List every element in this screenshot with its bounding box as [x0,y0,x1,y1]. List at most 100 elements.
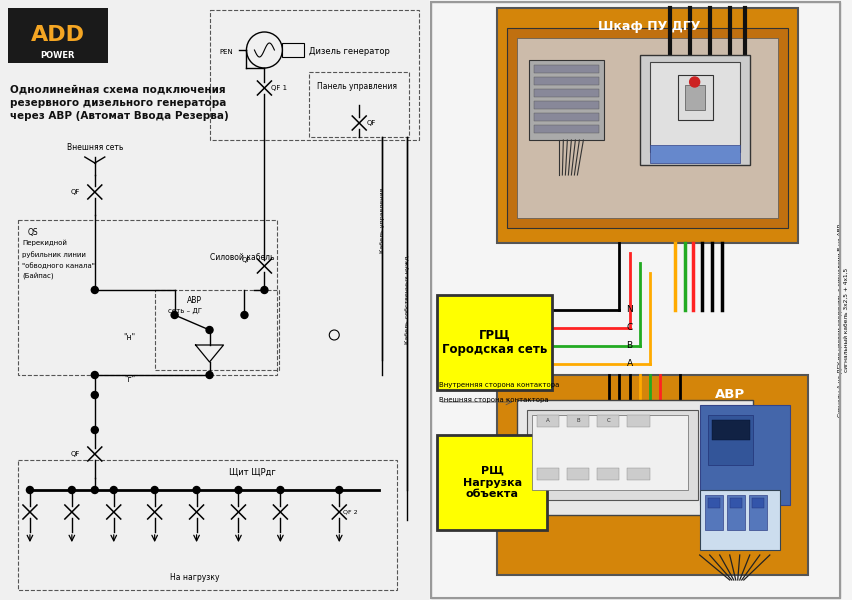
Circle shape [261,286,268,293]
Text: Однолинейная схема подключения: Однолинейная схема подключения [10,85,225,95]
Text: ADD: ADD [31,25,84,45]
Bar [533,113,599,121]
Bar [707,415,752,465]
Bar [676,75,712,120]
Text: QF 2: QF 2 [343,509,358,514]
Text: QF: QF [366,120,375,126]
Bar [516,38,777,218]
Bar [699,490,779,550]
Text: C: C [625,323,632,332]
Bar [18,220,277,375]
Text: На нагрузку: На нагрузку [170,574,219,583]
Circle shape [277,487,284,493]
Text: "обводного канала": "обводного канала" [22,262,95,269]
Bar [436,435,547,530]
Text: QF: QF [71,189,80,195]
Circle shape [151,487,158,493]
Bar [528,60,604,140]
Bar [309,72,409,137]
Circle shape [26,487,33,493]
Circle shape [68,487,75,493]
Circle shape [91,286,98,293]
Text: QF: QF [242,257,251,263]
Bar [726,495,744,530]
Bar [699,405,789,505]
Circle shape [91,427,98,433]
Bar [507,28,787,228]
Text: Кабель управления: Кабель управления [379,187,384,253]
Text: Дизель генератор: Дизель генератор [309,47,389,56]
Text: РЩ
Нагрузка
объекта: РЩ Нагрузка объекта [462,466,521,499]
Text: АВР: АВР [714,388,744,401]
Bar [704,495,722,530]
Text: Шкаф ПУ ДГУ: Шкаф ПУ ДГУ [597,20,699,33]
Bar [639,55,749,165]
Text: Перекидной: Перекидной [22,240,66,247]
Bar [533,77,599,85]
Circle shape [240,311,248,319]
Bar [516,400,752,515]
Text: "г": "г" [124,376,135,385]
Text: C: C [606,419,610,424]
Circle shape [91,391,98,398]
Text: рубильник линии: рубильник линии [22,251,86,258]
Text: A: A [625,359,632,368]
Bar [567,468,589,480]
Text: PEN: PEN [219,49,233,55]
Text: сеть – ДГ: сеть – ДГ [167,308,201,314]
Text: Внешняя сторона контактора: Внешняя сторона контактора [439,397,548,403]
Bar [537,468,559,480]
Bar [527,410,697,500]
Bar [210,10,418,140]
Bar [18,460,397,590]
Bar [627,415,648,427]
Circle shape [206,371,213,379]
Bar [436,295,552,390]
Bar [684,85,704,110]
Text: B: B [576,419,579,424]
Bar [154,290,279,370]
Text: A: A [546,419,550,424]
Bar [707,498,719,508]
Text: Внешняя сеть: Внешняя сеть [66,143,123,152]
Bar [648,62,739,152]
Circle shape [110,487,117,493]
Circle shape [206,326,213,334]
Text: АВР: АВР [187,296,202,305]
Text: B: B [625,341,632,350]
Text: QS: QS [28,228,38,237]
Circle shape [193,487,200,493]
Circle shape [91,487,98,493]
Bar [728,498,741,508]
Bar [748,495,766,530]
Text: через АВР (Автомат Ввода Резерва): через АВР (Автомат Ввода Резерва) [10,111,228,121]
Text: QF 1: QF 1 [271,85,287,91]
Bar [711,420,749,440]
Bar [533,89,599,97]
Text: Кабель собственных нужд: Кабель собственных нужд [404,256,409,344]
Bar [282,43,304,57]
Text: (Байпас): (Байпас) [22,273,54,280]
Text: Панель управления: Панель управления [317,82,397,91]
Circle shape [688,77,699,87]
Text: резервного дизельного генератора: резервного дизельного генератора [10,98,226,108]
Bar [596,468,619,480]
Bar [497,375,807,575]
Bar [497,8,797,243]
Bar [537,415,559,427]
Text: Силовой кабель: Силовой кабель [210,253,273,263]
Text: Щит ЩРдг: Щит ЩРдг [229,468,276,477]
Bar [751,498,763,508]
Bar [532,415,687,490]
Text: Сигналы А на ДГУ по цветам соединять с сигналами В на АВР
сигнальный кабель 3x2,: Сигналы А на ДГУ по цветам соединять с с… [837,223,848,416]
Circle shape [91,371,98,379]
Bar [533,65,599,73]
Bar [648,145,739,163]
Bar [8,8,107,63]
Bar [533,101,599,109]
Text: QF: QF [71,451,80,457]
Text: "н": "н" [124,334,135,343]
Text: Внутренняя сторона контактора: Внутренняя сторона контактора [439,382,559,388]
Bar [567,415,589,427]
Bar [627,468,648,480]
